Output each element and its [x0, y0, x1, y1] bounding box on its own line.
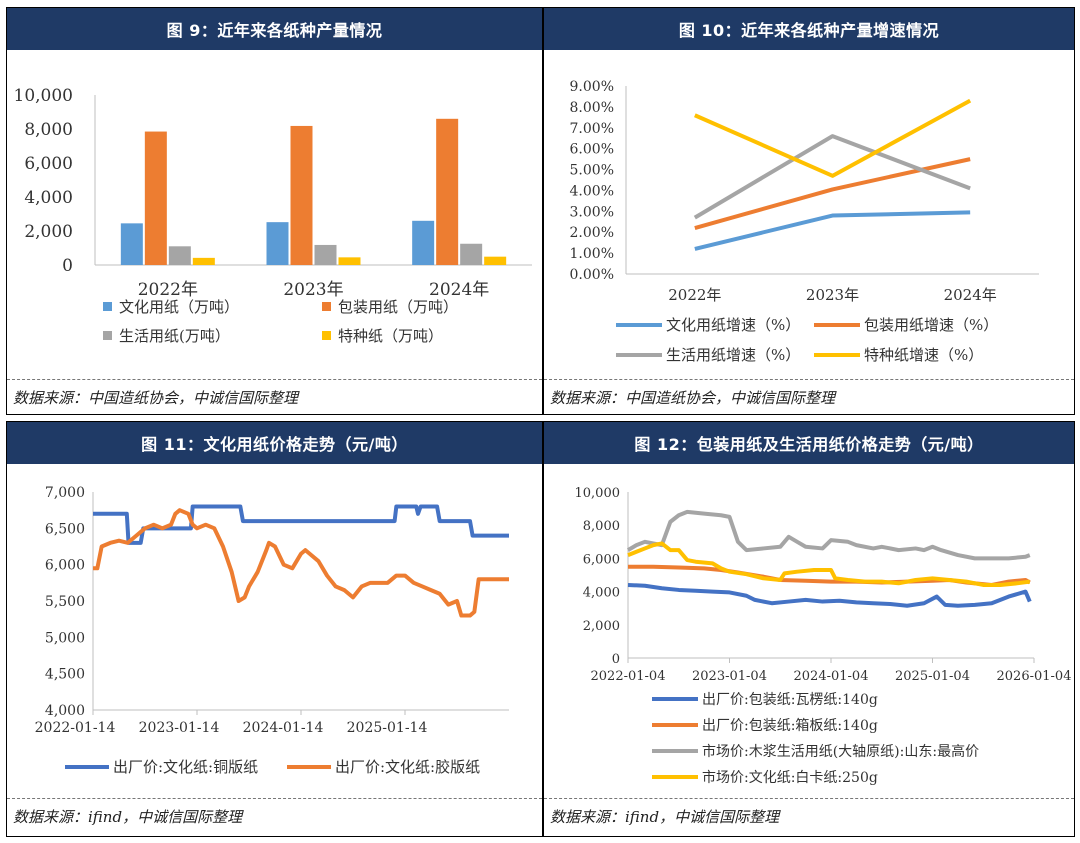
y-tick-label: 5,000 [45, 630, 85, 646]
legend-label: 出厂价:包装纸:箱板纸:140g [702, 718, 878, 734]
legend-swatch [103, 331, 112, 340]
legend-label: 出厂价:文化纸:铜版纸 [113, 758, 258, 776]
bar [120, 223, 143, 265]
x-tick-label: 2022-01-04 [591, 669, 666, 684]
y-tick-label: 6,000 [45, 558, 85, 574]
x-tick-label: 2025-01-04 [895, 669, 970, 684]
fig9-title: 图 9：近年来各纸种产量情况 [7, 8, 542, 50]
legend-swatch [103, 302, 112, 311]
y-tick-label: 5.00% [570, 163, 614, 179]
bar [460, 243, 483, 265]
bar [412, 220, 435, 265]
fig12-line-chart: 0 2,000 4,000 6,000 8,000 10,000 2022-01-04 202… [575, 486, 1072, 786]
y-tick-label: 4,000 [24, 188, 73, 208]
y-tick-label: 2.00% [570, 225, 614, 241]
legend-label: 包装用纸增速（%） [864, 316, 998, 334]
fig11-line-chart: 4,000 4,500 5,000 5,500 6,000 6,500 7,000 2022-… [35, 485, 509, 776]
x-tick-label: 2023年 [283, 280, 343, 300]
series-line [627, 582, 1032, 608]
y-tick-label: 4,000 [583, 586, 620, 601]
x-tick-label: 2023年 [806, 286, 859, 304]
y-tick-label: 7.00% [570, 121, 614, 137]
y-tick-label: 8,000 [583, 519, 620, 534]
x-tick-label: 2022年 [668, 286, 721, 304]
y-tick-label: 4,000 [45, 703, 85, 719]
series-line [627, 541, 1031, 587]
series-line [626, 509, 1031, 561]
y-tick-label: 4.00% [570, 183, 614, 199]
fig10-line-chart: 0.00% 1.00% 2.00% 3.00% 4.00% 5.00% 6.00% 7.00%… [570, 79, 1039, 364]
x-tick-label: 2024年 [429, 280, 489, 300]
y-tick-label: 3.00% [570, 204, 614, 220]
legend-label: 出厂价:包装纸:瓦楞纸:140g [702, 692, 878, 708]
legend-label: 特种纸（万吨） [338, 327, 443, 345]
panel-fig10: 图 10：近年来各纸种产量增速情况 0.00% 1.00% 2.00% 3.00% 4.… [543, 7, 1075, 415]
y-tick-label: 2,000 [24, 222, 73, 242]
legend-label: 文化用纸（万吨） [119, 298, 239, 316]
x-tick-label: 2026-01-04 [997, 669, 1072, 684]
bar [192, 257, 215, 265]
fig10-source: 数据来源：中国造纸协会，中诚信国际整理 [544, 379, 1074, 414]
y-tick-label: 1.00% [570, 246, 614, 262]
series-line [693, 134, 971, 220]
y-tick-label: 6,500 [45, 521, 85, 537]
legend-swatch [322, 331, 331, 340]
y-tick-label: 6,000 [24, 154, 73, 174]
y-tick-label: 5,500 [45, 594, 85, 610]
bar [314, 244, 337, 265]
legend-label: 市场价:木浆生活用纸(大轴原纸):山东:最高价 [702, 743, 979, 760]
panel-fig12: 图 12：包装用纸及生活用纸价格走势（元/吨） 0 2,000 4,000 6,000… [543, 421, 1075, 837]
fig10-title: 图 10：近年来各纸种产量增速情况 [544, 8, 1074, 50]
y-tick-label: 2,000 [583, 619, 620, 634]
legend-label: 生活用纸增速（%） [666, 346, 800, 364]
series-line [694, 210, 971, 251]
legend-label: 包装用纸（万吨） [338, 298, 458, 316]
bar [338, 257, 361, 265]
bar [436, 118, 459, 265]
legend-label: 文化用纸增速（%） [666, 316, 800, 334]
series-line [93, 504, 509, 545]
legend-swatch [322, 302, 331, 311]
fig9-bar-chart: 0 2,000 4,000 6,000 8,000 10,000 2022年 2023年 202… [14, 86, 532, 345]
legend-label: 出厂价:文化纸:胶版纸 [335, 758, 480, 776]
bar [168, 246, 191, 265]
series-line [93, 508, 509, 618]
y-tick-label: 6.00% [570, 142, 614, 158]
y-tick-label: 9.00% [570, 79, 614, 95]
y-tick-label: 10,000 [575, 486, 621, 501]
x-tick-label: 2025-01-14 [347, 720, 428, 736]
x-tick-label: 2024-01-04 [794, 669, 869, 684]
y-tick-label: 0 [612, 652, 620, 667]
y-tick-label: 10,000 [14, 86, 73, 106]
legend-label: 市场价:文化纸:白卡纸:250g [702, 769, 878, 786]
fig12-source: 数据来源：ifind，中诚信国际整理 [544, 798, 1074, 834]
y-tick-label: 4,500 [45, 667, 85, 683]
bar [144, 131, 167, 265]
bar [484, 256, 507, 265]
x-tick-label: 2024年 [944, 286, 997, 304]
legend-label: 特种纸增速（%） [864, 346, 983, 364]
y-tick-label: 0.00% [570, 267, 614, 283]
y-tick-label: 0 [62, 256, 73, 276]
y-tick-label: 7,000 [45, 485, 85, 501]
bar [266, 222, 289, 265]
x-tick-label: 2023-01-14 [139, 720, 220, 736]
fig11-source: 数据来源：ifind，中诚信国际整理 [7, 798, 542, 834]
bar [290, 125, 313, 265]
y-tick-label: 8.00% [570, 100, 614, 116]
fig11-title: 图 11：文化用纸价格走势（元/吨） [7, 422, 542, 464]
fig9-source: 数据来源：中国造纸协会，中诚信国际整理 [7, 379, 542, 414]
x-tick-label: 2022-01-14 [35, 720, 116, 736]
x-tick-label: 2022年 [138, 280, 198, 300]
y-tick-label: 8,000 [24, 120, 73, 140]
series-line [694, 98, 972, 178]
x-tick-label: 2023-01-04 [692, 669, 767, 684]
x-tick-label: 2024-01-14 [243, 720, 324, 736]
y-tick-label: 6,000 [583, 552, 620, 567]
panel-fig9: 图 9：近年来各纸种产量情况 0 2,000 4,000 6,000 8,000 10,0… [6, 7, 543, 415]
fig12-title: 图 12：包装用纸及生活用纸价格走势（元/吨） [544, 422, 1074, 464]
legend-label: 生活用纸(万吨） [119, 327, 230, 345]
panel-fig11: 图 11：文化用纸价格走势（元/吨） 4,000 4,500 5,000 5,500 6… [6, 421, 543, 837]
